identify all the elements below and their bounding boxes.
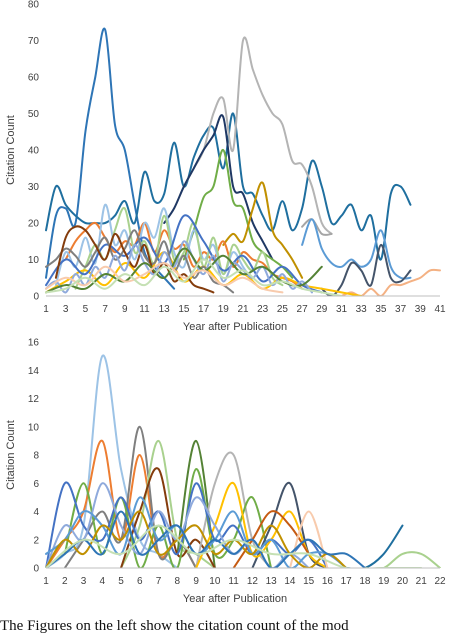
x-tick-label: 19 xyxy=(218,304,230,315)
y-tick-label: 2 xyxy=(33,535,39,546)
y-tick-label: 70 xyxy=(28,36,40,47)
x-tick-label: 17 xyxy=(198,304,210,315)
series-line-5 xyxy=(222,181,304,279)
series-line-19 xyxy=(45,524,423,568)
x-tick-label: 1 xyxy=(43,304,49,315)
y-tick-label: 10 xyxy=(28,422,40,433)
series-line-11 xyxy=(232,510,310,568)
y-tick-label: 14 xyxy=(28,366,40,377)
x-tick-label: 11 xyxy=(139,304,150,315)
y-axis-title: Citation Count xyxy=(5,420,17,490)
x-tick-label: 15 xyxy=(303,576,315,587)
series-line-8 xyxy=(320,243,412,296)
x-tick-label: 6 xyxy=(137,576,143,587)
series-line-15 xyxy=(45,229,235,294)
x-tick-label: 9 xyxy=(122,304,128,315)
x-tick-label: 11 xyxy=(228,576,239,587)
x-tick-label: 39 xyxy=(415,304,427,315)
series-group xyxy=(45,354,441,568)
x-tick-label: 10 xyxy=(209,576,221,587)
series-line-10 xyxy=(340,268,441,296)
x-tick-label: 22 xyxy=(434,576,446,587)
figure-caption: The Figures on the left show the citatio… xyxy=(0,618,349,634)
series-line-16 xyxy=(364,551,441,568)
y-tick-label: 10 xyxy=(28,255,40,266)
series-line-15 xyxy=(345,524,404,568)
y-tick-label: 40 xyxy=(28,146,40,157)
y-tick-label: 20 xyxy=(28,219,40,230)
series-line-16 xyxy=(54,225,215,294)
x-tick-label: 41 xyxy=(434,304,446,315)
x-axis-title: Year after Publication xyxy=(183,321,287,333)
x-tick-label: 16 xyxy=(322,576,334,587)
x-tick-label: 21 xyxy=(416,576,428,587)
x-tick-label: 25 xyxy=(277,304,289,315)
series-line-14 xyxy=(45,214,323,294)
series-line-0 xyxy=(45,354,179,568)
x-tick-label: 14 xyxy=(284,576,296,587)
x-tick-label: 35 xyxy=(375,304,387,315)
x-tick-label: 19 xyxy=(378,576,390,587)
x-tick-label: 2 xyxy=(62,576,68,587)
y-tick-label: 12 xyxy=(28,394,40,405)
y-tick-label: 50 xyxy=(28,109,40,120)
series-line-19 xyxy=(45,262,284,294)
x-tick-label: 29 xyxy=(316,304,328,315)
series-line-1 xyxy=(45,112,412,261)
x-tick-label: 31 xyxy=(336,304,348,315)
x-tick-label: 23 xyxy=(257,304,269,315)
y-axis-title: Citation Count xyxy=(5,115,17,185)
series-line-8 xyxy=(251,482,329,568)
y-tick-label: 30 xyxy=(28,182,40,193)
series-line-20 xyxy=(45,258,343,296)
series-line-17 xyxy=(45,510,348,568)
x-tick-label: 12 xyxy=(247,576,259,587)
x-tick-label: 33 xyxy=(356,304,368,315)
x-tick-label: 7 xyxy=(102,304,108,315)
x-tick-label: 4 xyxy=(100,576,106,587)
x-tick-label: 21 xyxy=(237,304,249,315)
x-tick-label: 7 xyxy=(156,576,162,587)
y-tick-label: 4 xyxy=(33,507,39,518)
series-line-18 xyxy=(45,510,366,568)
series-line-2 xyxy=(182,36,333,235)
x-tick-label: 3 xyxy=(63,304,69,315)
x-tick-label: 13 xyxy=(159,304,171,315)
x-tick-label: 5 xyxy=(83,304,89,315)
y-tick-label: 8 xyxy=(33,451,39,462)
x-tick-label: 13 xyxy=(266,576,278,587)
y-tick-label: 0 xyxy=(33,564,39,575)
series-line-3 xyxy=(163,114,274,261)
x-tick-label: 1 xyxy=(43,576,49,587)
x-tick-label: 15 xyxy=(178,304,190,315)
y-tick-label: 60 xyxy=(28,73,40,84)
y-tick-label: 6 xyxy=(33,479,39,490)
y-tick-label: 16 xyxy=(28,338,40,349)
x-tick-label: 9 xyxy=(193,576,199,587)
series-line-5 xyxy=(120,467,216,568)
y-tick-label: 0 xyxy=(33,292,39,303)
series-line-6 xyxy=(301,218,333,236)
x-tick-label: 5 xyxy=(118,576,124,587)
series-line-4 xyxy=(182,148,294,279)
x-tick-label: 27 xyxy=(297,304,309,315)
x-tick-label: 37 xyxy=(395,304,407,315)
series-group xyxy=(45,27,441,296)
series-line-18 xyxy=(45,247,323,294)
x-tick-label: 8 xyxy=(175,576,181,587)
x-tick-label: 20 xyxy=(397,576,409,587)
x-tick-label: 3 xyxy=(81,576,87,587)
y-tick-label: 80 xyxy=(28,0,40,11)
x-axis-title: Year after Publication xyxy=(183,593,287,605)
x-tick-label: 18 xyxy=(359,576,371,587)
x-tick-label: 17 xyxy=(341,576,353,587)
